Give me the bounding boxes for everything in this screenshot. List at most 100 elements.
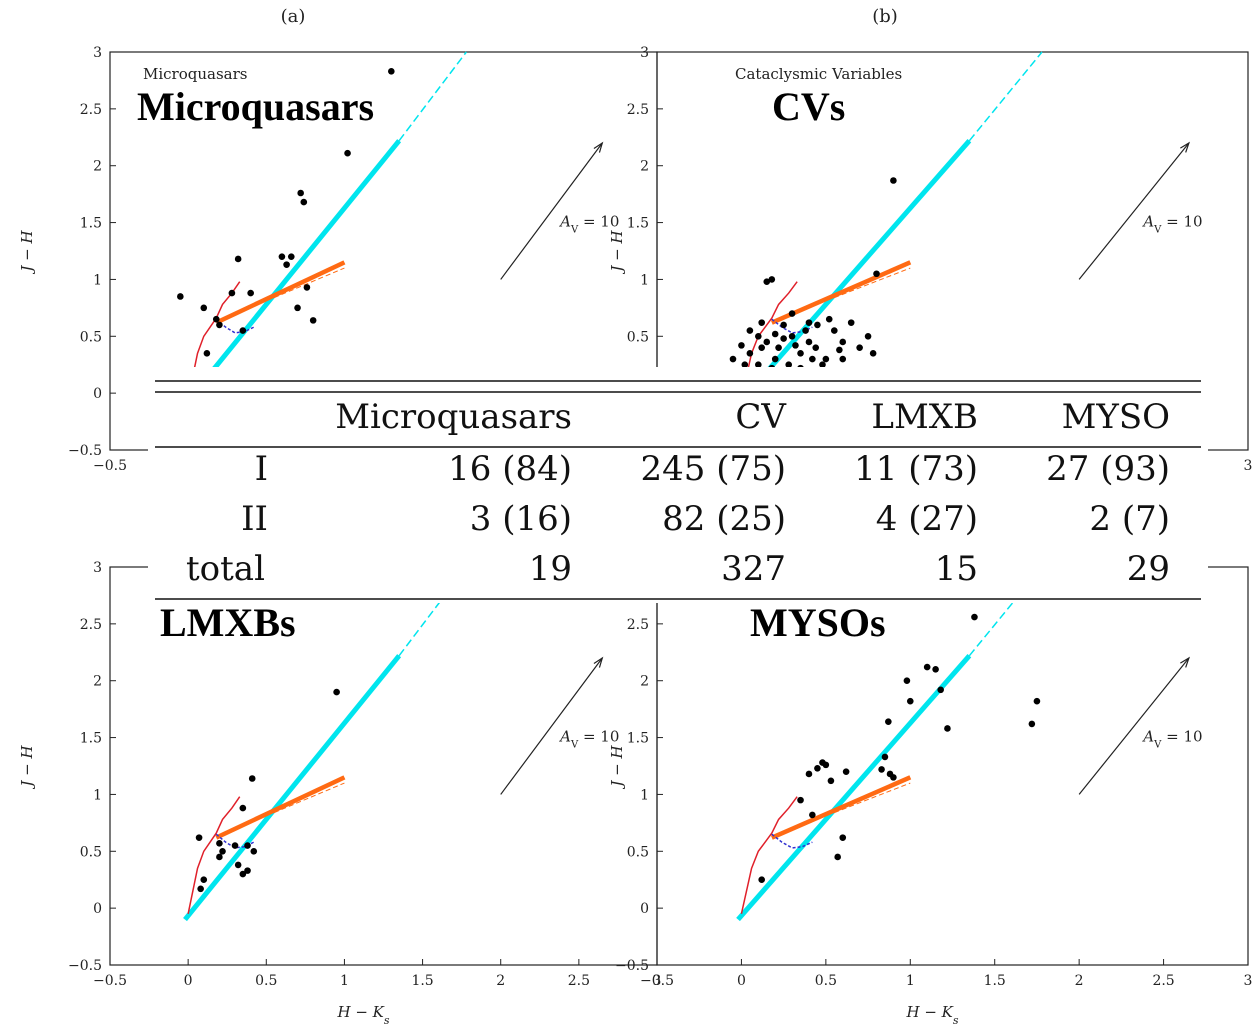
data-point (200, 304, 208, 312)
data-point (822, 761, 830, 769)
x-tick-label: −0.5 (93, 458, 127, 474)
data-point (788, 332, 796, 340)
table-header: Microquasars (335, 397, 572, 437)
data-point (758, 344, 765, 351)
reddening-band-extension (398, 566, 467, 657)
data-point (878, 766, 885, 773)
data-point (333, 688, 340, 696)
x-tick-label: 3 (1244, 973, 1252, 989)
data-point (738, 342, 745, 349)
extinction-arrow (1078, 142, 1190, 280)
table-header: MYSO (1062, 397, 1170, 437)
data-point (247, 289, 254, 297)
data-point (239, 870, 247, 878)
data-point (278, 253, 286, 260)
y-tick-label: 1 (93, 272, 102, 288)
data-point (812, 344, 820, 351)
data-point (819, 361, 826, 369)
x-tick-label: 0 (184, 973, 193, 989)
data-point (822, 355, 830, 363)
data-point (805, 770, 813, 778)
data-point (1028, 720, 1036, 728)
data-point (234, 861, 242, 869)
y-tick-label: 1.5 (80, 216, 102, 232)
data-point (228, 289, 236, 297)
x-tick-label: 2.5 (1152, 973, 1174, 989)
panel-4: −0.5−0.5 0 0 0.5 0.5 1 1 1.5 1.5 2 2 2.5 2.5 3 3 J − H H… (608, 560, 1252, 1027)
data-point (780, 335, 787, 342)
data-point (827, 777, 835, 785)
data-point (847, 319, 855, 326)
x-tick-label: 2 (1075, 973, 1084, 989)
data-point (216, 321, 223, 329)
extinction-arrow (500, 142, 603, 280)
data-point (805, 338, 813, 346)
y-tick-label: −0.5 (68, 443, 102, 459)
data-point (344, 149, 351, 157)
y-tick-label: 1 (93, 787, 102, 803)
x-tick-label: −0.5 (93, 973, 127, 989)
reddening-band-extension (968, 566, 1043, 657)
data-point (788, 310, 796, 317)
y-tick-label: −0.5 (615, 958, 649, 974)
data-point (755, 332, 762, 340)
data-point (755, 361, 762, 369)
y-tick-label: 0 (640, 901, 649, 917)
data-point (797, 350, 804, 357)
reddening-band (183, 139, 402, 407)
data-point (294, 304, 301, 312)
data-point (250, 847, 258, 855)
data-point (758, 319, 765, 326)
data-point (300, 198, 308, 206)
x-tick-label: 0.5 (255, 973, 277, 989)
extinction-label: AV = 10 (558, 213, 619, 236)
table-cell: 245 (75) (641, 449, 787, 489)
dwarf-track (740, 796, 798, 914)
data-point (873, 270, 880, 278)
y-tick-label: 2.5 (627, 617, 649, 633)
data-point (1033, 697, 1041, 705)
ctts-locus-dashed (273, 782, 345, 814)
x-tick-label: 2.5 (568, 973, 590, 989)
y-tick-label: 1.5 (627, 731, 649, 747)
reddening-band (183, 654, 402, 922)
ctts-locus (215, 260, 346, 325)
ctts-locus-dashed (834, 782, 911, 814)
data-point (836, 346, 843, 354)
table-cell: 11 (73) (854, 449, 978, 489)
data-point (216, 840, 223, 847)
data-point (890, 774, 897, 781)
panel-overlay-label: LMXBs (160, 600, 296, 645)
panel-overlay-label: CVs (772, 84, 845, 129)
panel-title: Microquasars (143, 65, 247, 83)
y-axis-label: J − H (608, 229, 626, 274)
table-cell: 29 (1127, 549, 1170, 589)
data-point (763, 278, 771, 286)
table-row-label: total (186, 549, 265, 589)
data-point (971, 613, 978, 621)
data-point (839, 338, 847, 346)
y-tick-label: 3 (640, 45, 649, 61)
x-tick-label: 1.5 (411, 973, 433, 989)
table-row-label: I (255, 449, 268, 489)
x-tick-label: 3 (653, 973, 662, 989)
data-point (741, 361, 749, 369)
data-point (244, 842, 251, 849)
data-point (216, 853, 223, 861)
data-point (903, 677, 911, 685)
y-axis-label: J − H (18, 744, 36, 789)
data-point (297, 189, 304, 197)
data-point (758, 876, 765, 884)
data-point (792, 342, 799, 349)
data-point (809, 811, 816, 819)
data-point (195, 834, 203, 841)
data-point (775, 344, 782, 351)
data-point (780, 321, 787, 329)
data-point (729, 355, 737, 363)
extinction-arrow-head (1180, 141, 1190, 153)
data-point (906, 697, 914, 705)
data-point (239, 804, 247, 812)
data-point (244, 867, 251, 874)
data-point (177, 293, 184, 300)
